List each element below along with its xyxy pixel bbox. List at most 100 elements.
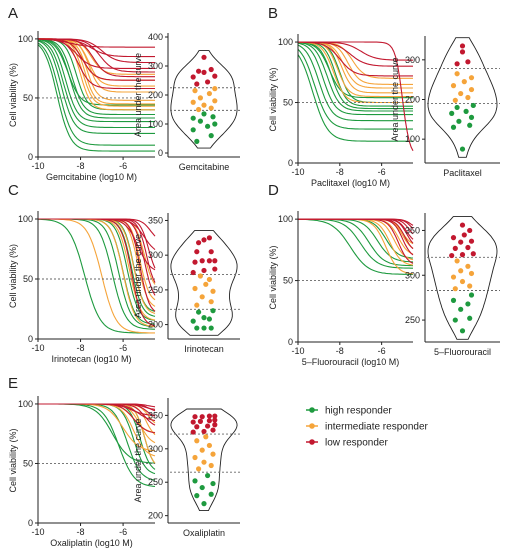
- auc-data-point: [459, 146, 466, 152]
- auc-data-point: [194, 424, 200, 430]
- auc-data-point: [206, 442, 212, 449]
- auc-data-point: [212, 266, 218, 272]
- dose-response-curve: [38, 403, 156, 408]
- legend-dot-swatch: [309, 423, 315, 429]
- dose-response-curve: [38, 38, 155, 48]
- auc-data-point: [201, 428, 207, 435]
- y-tick-label: 300: [405, 270, 420, 280]
- x-axis-title: 5–Fluorouracil (log10 M): [302, 357, 400, 367]
- auc-data-point: [206, 235, 212, 241]
- auc-data-point: [458, 239, 464, 245]
- dose-response-curve: [37, 39, 155, 123]
- auc-data-point: [190, 115, 196, 121]
- panel-label-a: A: [8, 5, 18, 22]
- x-tick-label: -10: [31, 161, 44, 171]
- auc-data-point: [190, 74, 196, 80]
- legend-dot-swatch: [309, 407, 315, 413]
- auc-data-point: [212, 86, 218, 92]
- auc-data-point: [194, 302, 200, 308]
- auc-data-point: [194, 249, 200, 255]
- auc-data-point: [196, 466, 202, 472]
- auc-data-point: [463, 108, 469, 114]
- y-tick-label: 200: [148, 90, 163, 100]
- x-tick-label: -10: [291, 167, 304, 177]
- violin-outline: [427, 216, 498, 340]
- legend-dot-swatch: [309, 439, 315, 445]
- auc-data-point: [190, 318, 196, 324]
- auc-data-point: [459, 278, 466, 285]
- panel-label-e: E: [8, 375, 18, 392]
- x-tick-label: -6: [378, 346, 386, 356]
- y-tick-label: 0: [28, 518, 33, 528]
- auc-data-point: [205, 79, 211, 85]
- auc-data-point: [194, 325, 200, 331]
- auc-data-point: [459, 222, 466, 228]
- auc-data-point: [197, 95, 203, 101]
- y-axis-title: Area under the curve: [133, 53, 143, 137]
- x-tick-label: -8: [336, 167, 344, 177]
- violin-outline: [170, 230, 238, 336]
- y-tick-label: 100: [278, 214, 293, 224]
- y-tick-label: 300: [148, 444, 163, 454]
- dose-response-curve: [38, 218, 156, 237]
- auc-data-point: [468, 238, 475, 244]
- x-tick-label: -10: [291, 346, 304, 356]
- legend: high responder intermediate responder low …: [306, 406, 429, 449]
- auc-data-point: [465, 263, 471, 269]
- y-tick-label: 250: [148, 477, 163, 487]
- auc-data-point: [452, 286, 458, 292]
- auc-data-point: [208, 491, 214, 497]
- auc-data-point: [467, 315, 473, 321]
- auc-data-point: [192, 88, 198, 94]
- auc-data-point: [452, 245, 458, 251]
- y-tick-label: 300: [405, 55, 420, 65]
- auc-data-point: [206, 90, 212, 97]
- auc-data-point: [203, 281, 209, 287]
- dose-response-curve: [297, 44, 413, 122]
- x-tick-label: -8: [77, 343, 85, 353]
- auc-data-point: [206, 258, 212, 264]
- auc-data-point: [210, 114, 216, 120]
- auc-data-point: [208, 133, 214, 139]
- y-tick-label: 350: [405, 225, 420, 235]
- auc-panel-a: 0 100 200 300 400 Gemcitabine Area under the c…: [133, 32, 240, 172]
- y-axis-title: Cell viability (%): [268, 67, 278, 131]
- auc-data-point: [192, 478, 198, 484]
- y-axis-title: Cell viability (%): [268, 245, 278, 309]
- violin-outline: [427, 37, 498, 158]
- auc-data-point: [212, 417, 218, 423]
- dose-response-curve: [38, 38, 155, 58]
- auc-data-point: [201, 111, 207, 117]
- auc-data-point: [208, 249, 214, 255]
- dose-response-curve: [37, 39, 155, 129]
- auc-data-point: [199, 484, 205, 491]
- auc-data-point: [450, 124, 457, 130]
- dose-response-curve: [297, 218, 413, 275]
- auc-data-point: [201, 102, 207, 108]
- dose-response-curve: [37, 40, 155, 134]
- auc-data-point: [205, 472, 211, 479]
- legend-label: high responder: [325, 406, 392, 417]
- auc-data-point: [449, 110, 455, 116]
- auc-panel-b: 100 200 300 Paclitaxel Area under the curve: [390, 36, 500, 178]
- auc-data-point: [194, 438, 200, 444]
- auc-panel-c: 200 250 300 350 Irinotecan Area under the cur…: [133, 213, 240, 354]
- auc-data-point: [452, 317, 458, 323]
- x-axis-title: 5–Fluorouracil: [434, 347, 491, 357]
- y-tick-label: 200: [405, 95, 420, 105]
- auc-data-point: [454, 71, 460, 77]
- panel-label-c: C: [8, 182, 19, 199]
- auc-data-point: [212, 422, 218, 428]
- x-axis-title: Paclitaxel: [443, 168, 482, 178]
- x-axis-title: Oxaliplatin: [183, 528, 225, 538]
- auc-data-point: [190, 127, 196, 133]
- auc-data-point: [192, 414, 198, 420]
- auc-panel-e: 200 250 300 350 Oxaliplatin Area under the cu…: [133, 398, 240, 538]
- auc-data-point: [459, 252, 466, 258]
- y-tick-label: 100: [405, 134, 420, 144]
- dose-response-curve: [297, 42, 413, 116]
- y-tick-label: 0: [288, 337, 293, 347]
- auc-data-point: [456, 118, 462, 124]
- auc-data-point: [212, 413, 218, 419]
